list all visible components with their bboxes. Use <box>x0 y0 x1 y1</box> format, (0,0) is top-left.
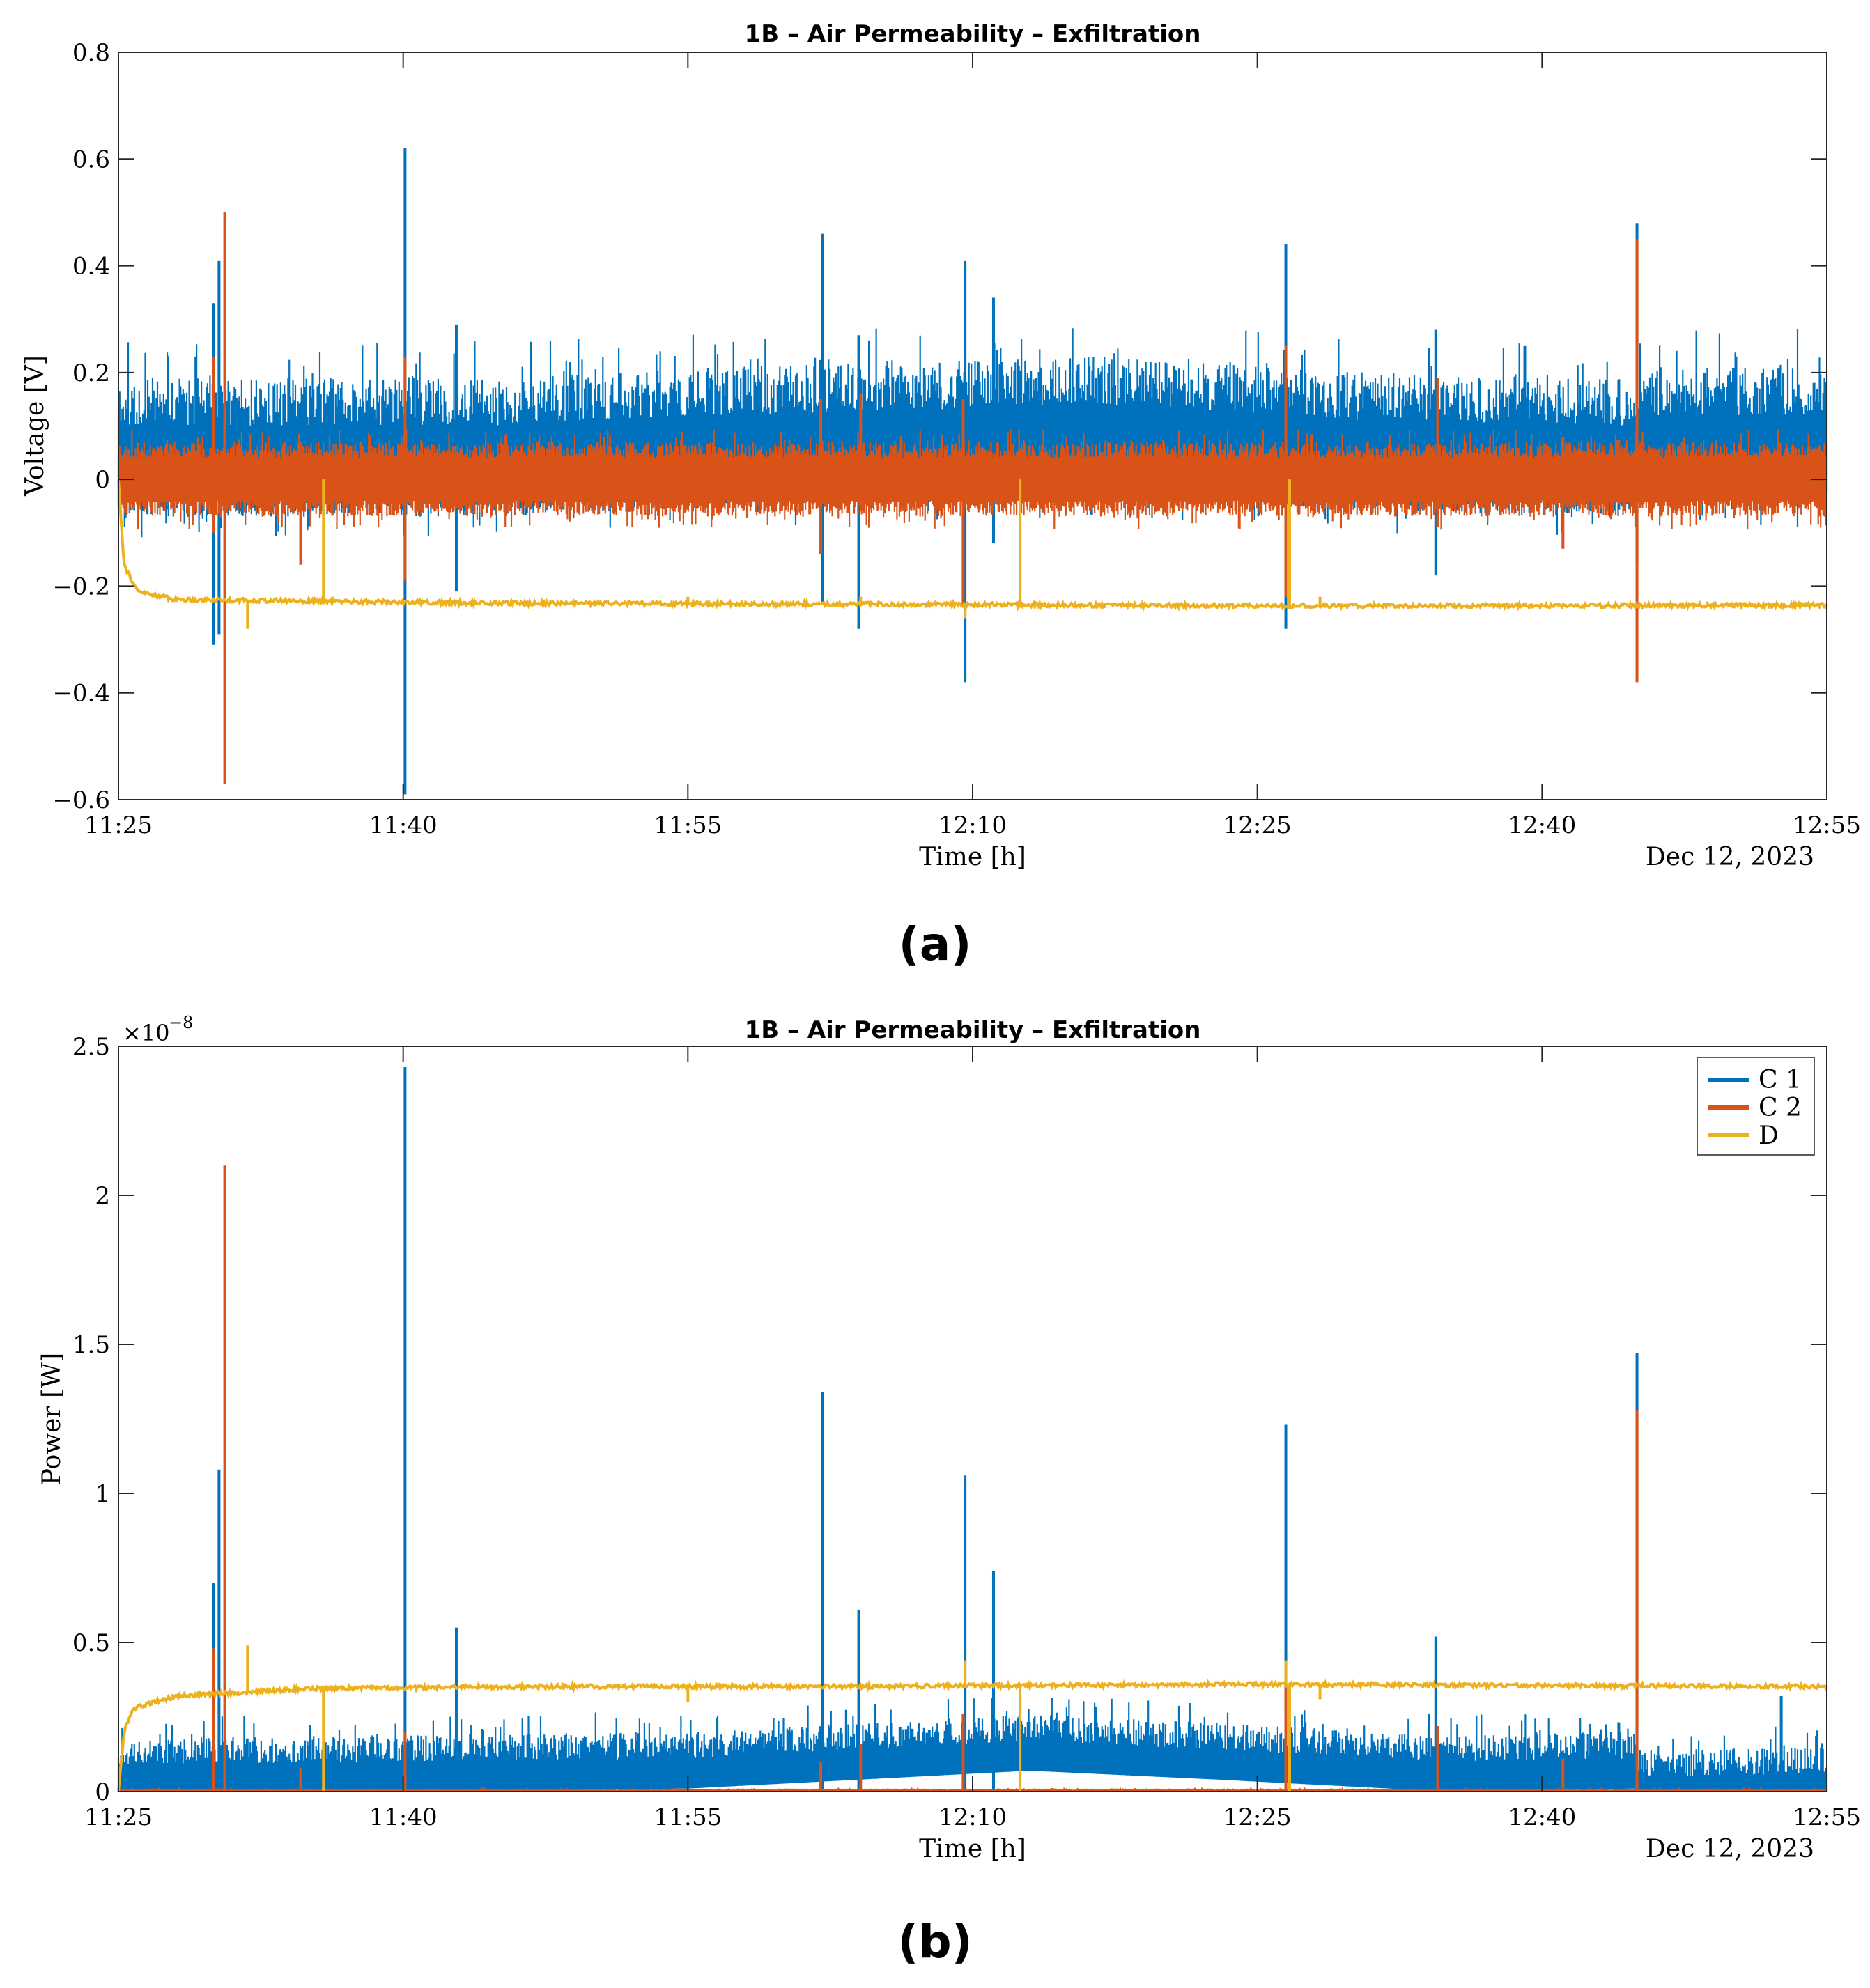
panel-a-voltage-chart: 1B – Air Permeability – Exfiltration −0.… <box>21 20 1861 971</box>
chart-b-x-tick-label: 12:10 <box>938 1803 1007 1831</box>
chart-a-x-tick-label: 12:40 <box>1508 811 1576 839</box>
chart-b-y-axis: 0 0.5 1 1.5 2 2.5 <box>72 1033 1827 1806</box>
chart-b-exponent-power: −8 <box>169 1013 193 1032</box>
chart-a-y-axis: −0.6 −0.4 −0.2 0 0.2 0.4 0.6 0.8 <box>52 39 1827 814</box>
chart-b-legend: C 1 C 2 D <box>1697 1057 1815 1156</box>
legend-label-d: D <box>1759 1121 1779 1150</box>
chart-a-title: 1B – Air Permeability – Exfiltration <box>745 20 1201 48</box>
chart-a-x-tick-label: 11:55 <box>654 811 722 839</box>
chart-a-x-tick-label: 12:10 <box>938 811 1007 839</box>
chart-a-y-tick-label: 0.6 <box>72 146 110 173</box>
chart-b-series-c2 <box>117 1165 1828 1792</box>
chart-a-y-tick-label: 0 <box>95 466 110 494</box>
chart-b-date-label: Dec 12, 2023 <box>1646 1835 1814 1863</box>
chart-a-y-tick-label: 0.2 <box>72 359 110 387</box>
chart-b-x-tick-label: 11:40 <box>369 1803 438 1831</box>
chart-a-x-tick-label: 12:55 <box>1793 811 1861 839</box>
chart-a-x-axis: 11:25 11:40 11:55 12:10 12:25 12:40 12:55 <box>84 52 1861 839</box>
chart-b-d-line <box>117 1679 1828 1792</box>
chart-a-d-line <box>117 480 1828 612</box>
chart-b-y-tick-label: 0.5 <box>72 1629 110 1657</box>
chart-b-series-c1 <box>117 1066 1828 1792</box>
chart-a-date-label: Dec 12, 2023 <box>1646 843 1814 871</box>
chart-b-series-layer <box>117 1066 1828 1792</box>
chart-a-series-d <box>117 479 1828 629</box>
chart-b-plot-frame <box>118 1046 1828 1792</box>
chart-a-y-tick-label: −0.6 <box>52 786 110 814</box>
chart-b-x-tick-label: 11:55 <box>654 1803 722 1831</box>
chart-a-x-tick-label: 12:25 <box>1223 811 1292 839</box>
chart-a-y-tick-label: −0.4 <box>52 680 110 708</box>
chart-a-x-tick-label: 11:25 <box>84 811 153 839</box>
chart-a-y-tick-label: 0.4 <box>72 253 110 281</box>
chart-b-y-tick-label: 0 <box>95 1778 110 1806</box>
chart-b-x-axis: 11:25 11:40 11:55 12:10 12:25 12:40 12:55 <box>84 1046 1861 1831</box>
chart-a-y-tick-label: −0.2 <box>52 573 110 600</box>
chart-b-series-d <box>117 1645 1828 1792</box>
chart-a-series-c2 <box>117 212 1828 784</box>
chart-b-y-tick-label: 1.5 <box>72 1331 110 1359</box>
legend-label-c2: C 2 <box>1759 1094 1802 1122</box>
legend-label-c1: C 1 <box>1759 1066 1802 1094</box>
chart-b-y-tick-label: 2.5 <box>72 1033 110 1061</box>
chart-b-x-axis-label: Time [h] <box>919 1835 1026 1863</box>
chart-a-series-layer <box>117 148 1828 795</box>
chart-b-x-tick-label: 12:40 <box>1508 1803 1576 1831</box>
chart-b-y-tick-label: 1 <box>95 1480 110 1508</box>
panel-b-power-chart: 1B – Air Permeability – Exfiltration ×10… <box>38 1013 1861 1968</box>
chart-b-x-tick-label: 12:25 <box>1223 1803 1292 1831</box>
chart-a-y-tick-label: 0.8 <box>72 39 110 67</box>
chart-a-x-tick-label: 11:40 <box>369 811 438 839</box>
chart-b-x-tick-label: 12:55 <box>1793 1803 1861 1831</box>
chart-b-y-tick-label: 2 <box>95 1182 110 1210</box>
chart-b-x-tick-label: 11:25 <box>84 1803 153 1831</box>
chart-a-y-axis-label: Voltage [V] <box>21 355 49 497</box>
chart-a-x-axis-label: Time [h] <box>919 843 1026 871</box>
chart-b-exponent-base: ×10 <box>123 1020 170 1046</box>
panel-a-label: (a) <box>899 917 972 971</box>
chart-b-title: 1B – Air Permeability – Exfiltration <box>745 1016 1201 1044</box>
chart-b-y-axis-label: Power [W] <box>38 1353 66 1485</box>
panel-b-label: (b) <box>897 1915 973 1968</box>
